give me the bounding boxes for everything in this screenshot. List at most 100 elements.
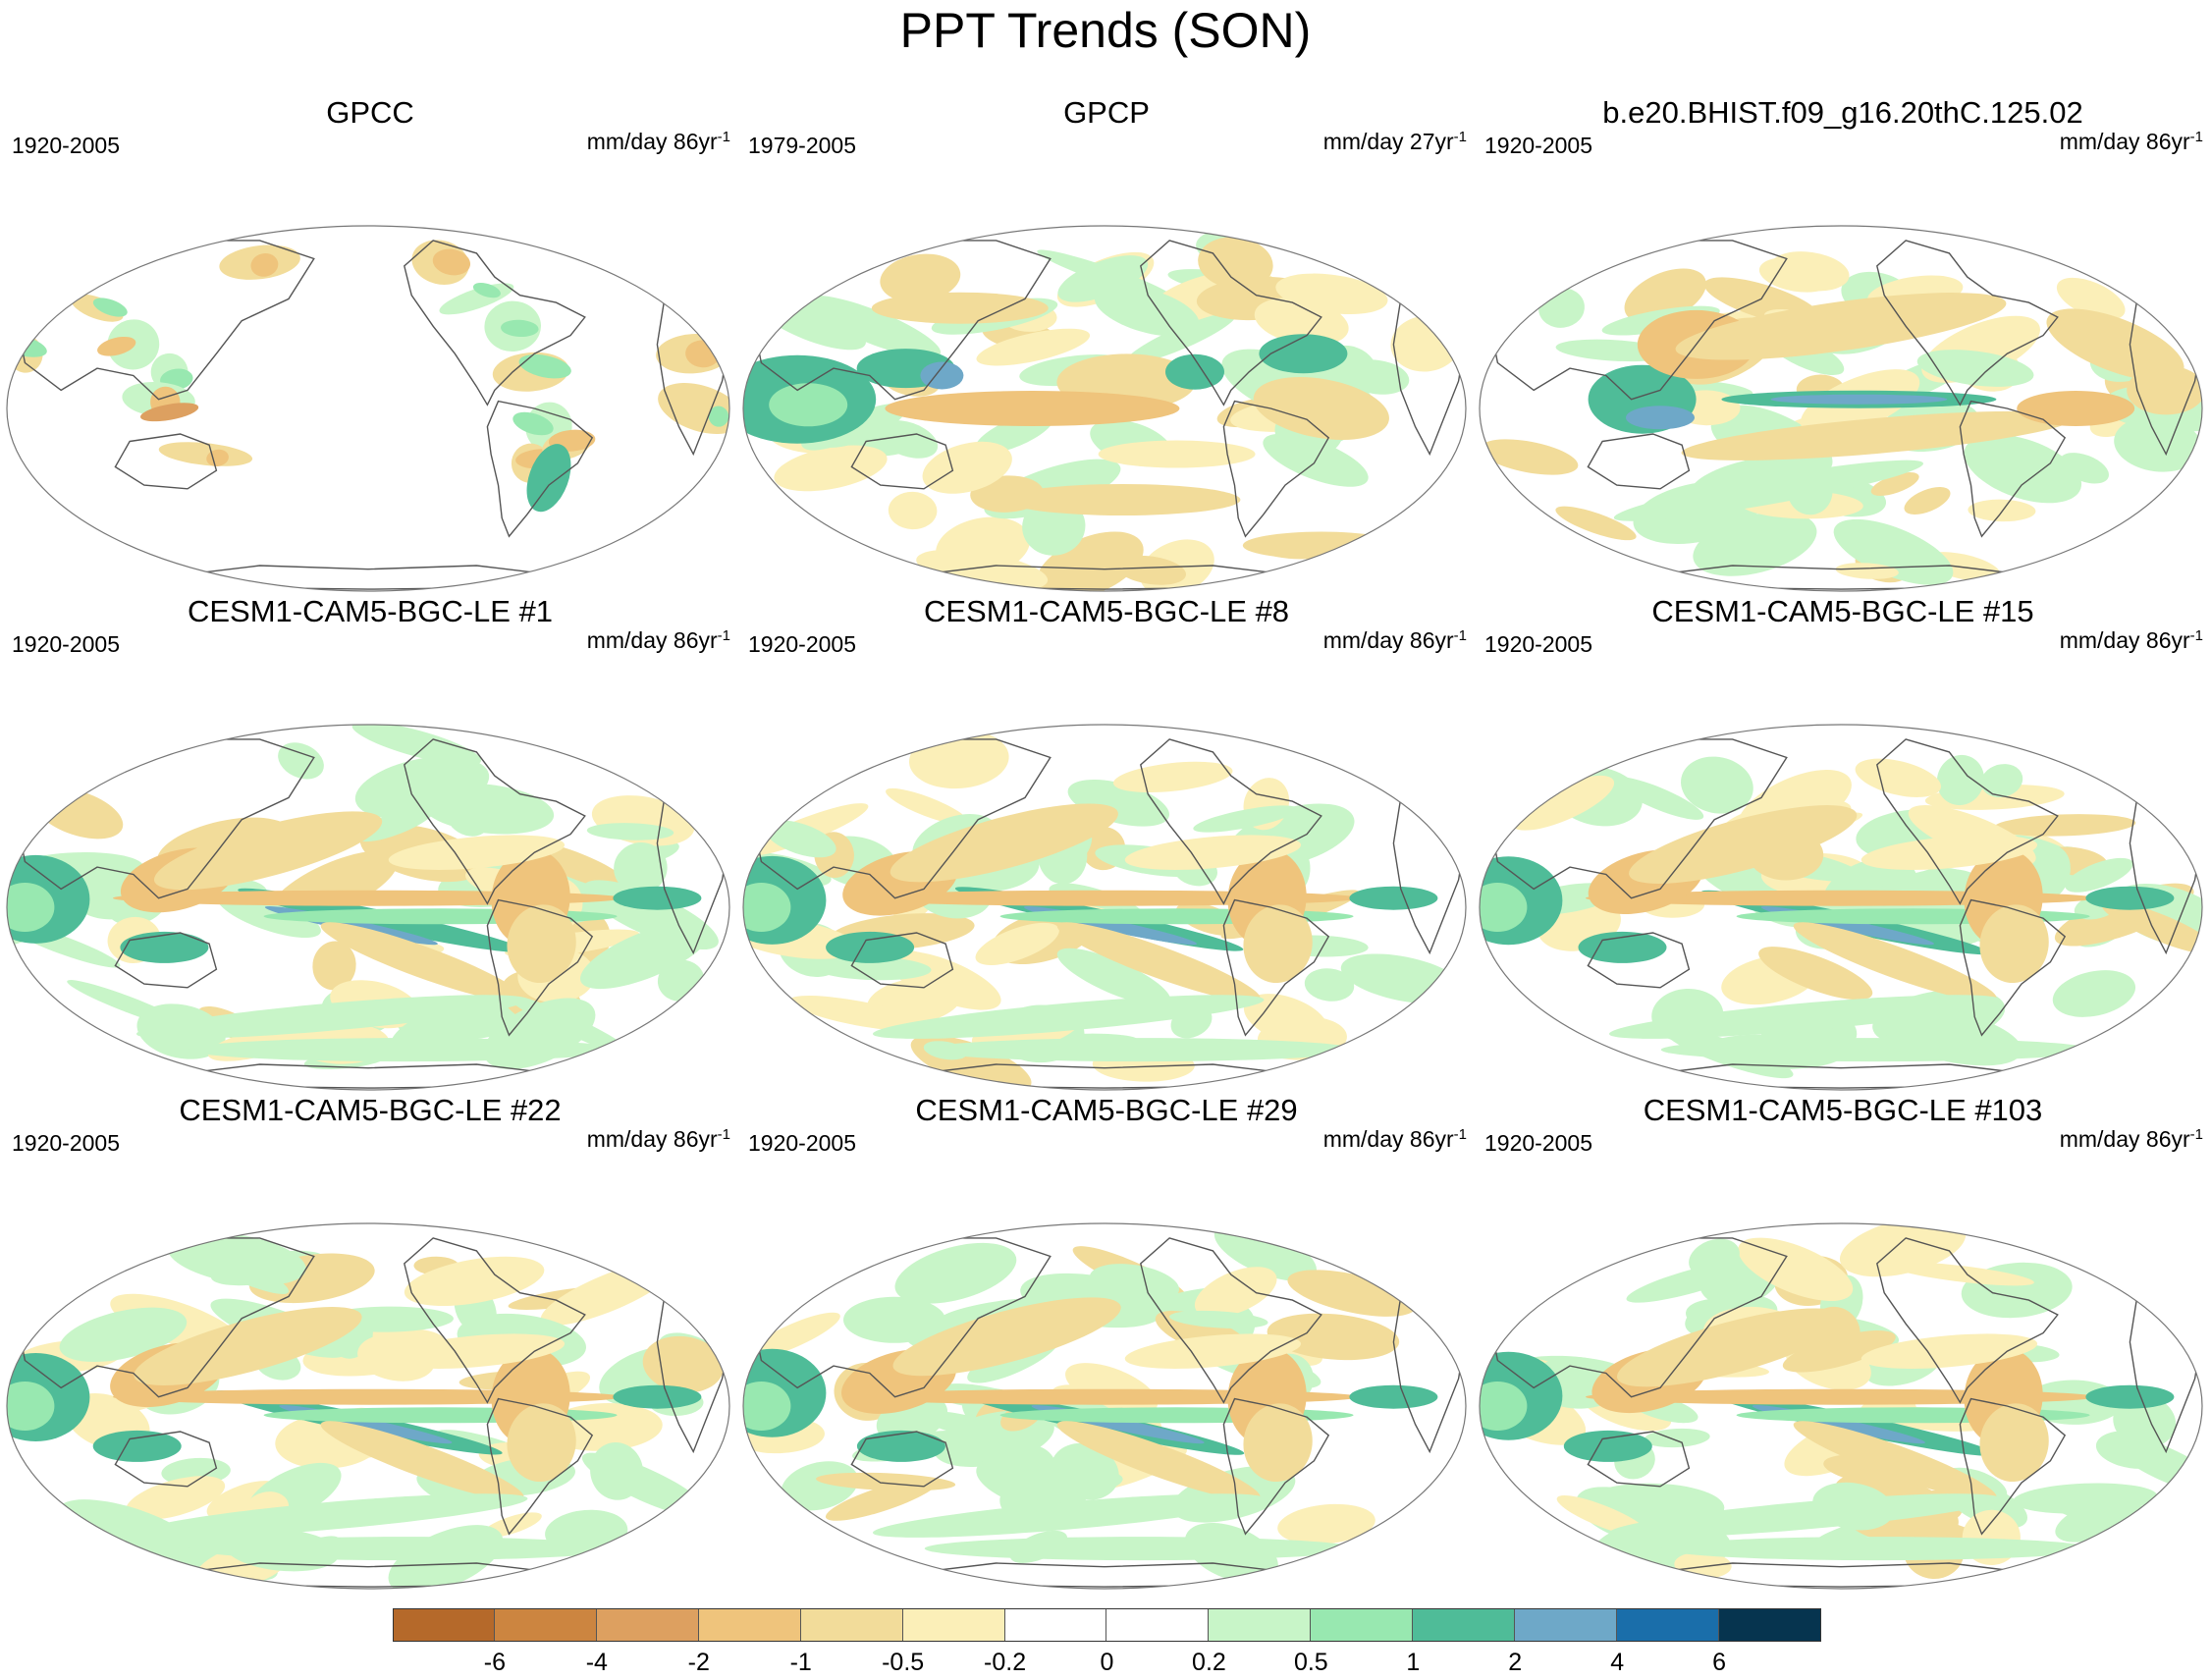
trend-contour <box>2013 1483 2158 1514</box>
trend-contour <box>1793 1421 1997 1501</box>
trend-contour <box>512 411 554 436</box>
trend-contour <box>507 1403 576 1483</box>
map-canvas <box>6 1222 730 1590</box>
trend-contour <box>1936 754 1984 806</box>
colorbar-label: 2 <box>1508 1649 1523 1676</box>
trend-contour <box>1660 1537 2093 1561</box>
trend-contour <box>1860 835 2038 870</box>
trend-field <box>1480 738 2202 1089</box>
coastline-south-america <box>1959 1397 2067 1536</box>
trend-contour <box>1213 1223 1317 1281</box>
panel-units: mm/day 27yr-1 <box>1322 129 1467 154</box>
trend-contour <box>892 1297 1121 1377</box>
trend-contour <box>501 319 539 338</box>
panel-period: 1920-2005 <box>1484 1130 1592 1156</box>
trend-contour <box>432 248 471 276</box>
trend-contour <box>1738 1237 1854 1302</box>
colorbar-box <box>1515 1608 1618 1642</box>
trend-contour <box>788 996 928 1031</box>
trend-contour <box>250 253 279 277</box>
trend-contour <box>1689 1238 1740 1277</box>
colorbar-box <box>1106 1608 1210 1642</box>
trend-contour <box>1243 904 1313 984</box>
map-panel-gpcc: GPCC 1920-2005 mm/day 86yr-1 <box>2 94 738 595</box>
trend-contour <box>1267 1313 1400 1361</box>
trend-contour <box>922 441 1012 494</box>
trend-contour <box>153 811 383 891</box>
map-panel-le29: CESM1-CAM5-BGC-LE #29 1920-2005 mm/day 8… <box>738 1092 1475 1593</box>
trend-contour <box>507 904 576 984</box>
colorbar-box <box>902 1608 1005 1642</box>
trend-contour <box>1169 1310 1268 1328</box>
trend-contour <box>1057 255 1149 302</box>
trend-contour <box>1855 758 1941 797</box>
trend-contour <box>1287 1270 1417 1317</box>
trend-contour <box>888 491 938 530</box>
trend-contour <box>1243 1403 1313 1483</box>
trend-contour <box>826 931 915 963</box>
trend-contour <box>135 995 528 1039</box>
trend-contour <box>1056 948 1171 1006</box>
colorbar-label: 4 <box>1610 1649 1625 1676</box>
trend-contour <box>1056 1421 1261 1501</box>
trend-contour <box>92 1430 182 1462</box>
globe-background <box>7 226 729 591</box>
map-canvas <box>1479 1222 2203 1590</box>
trend-contour <box>1835 563 1899 579</box>
coastline-australia <box>114 1431 218 1488</box>
trend-contour <box>526 444 571 513</box>
trend-contour <box>120 931 209 963</box>
trend-contour <box>890 803 1118 883</box>
panel-units: mm/day 86yr-1 <box>2059 627 2203 653</box>
trend-contour <box>420 783 555 835</box>
trend-contour <box>871 292 1049 324</box>
coastline-south-america <box>486 400 594 538</box>
trend-contour <box>586 823 674 840</box>
trend-contour <box>2101 900 2202 955</box>
trend-contour <box>7 1382 55 1431</box>
coastline-south-america <box>486 898 594 1037</box>
trend-contour <box>1124 835 1302 870</box>
trend-contour <box>2056 277 2126 320</box>
trend-contour <box>872 995 1265 1039</box>
colorbar: -6 -4 -2 -1 -0.5 -0.2 0 0.2 0.5 1 2 4 6 <box>393 1608 1821 1680</box>
colorbar-frame <box>393 1608 1821 1642</box>
coastline-north-america <box>1140 738 1322 905</box>
trend-contour <box>518 354 571 379</box>
colorbar-label: 0 <box>1100 1649 1114 1676</box>
colorbar-label: -0.5 <box>882 1649 925 1676</box>
trend-contour <box>1979 904 2049 984</box>
globe-border <box>1479 225 2203 592</box>
trend-contour <box>872 1493 1265 1538</box>
trend-contour <box>312 941 356 991</box>
trend-contour <box>1644 1428 1710 1448</box>
colorbar-box <box>800 1608 903 1642</box>
trend-contour <box>134 1307 362 1385</box>
colorbar-box <box>1719 1608 1821 1642</box>
trend-contour <box>1480 883 1528 932</box>
trend-contour <box>1275 273 1388 315</box>
trend-contour <box>614 842 668 894</box>
trend-contour <box>1259 334 1348 374</box>
trend-contour <box>1612 777 1704 820</box>
trend-contour <box>158 442 253 466</box>
trend-contour <box>1979 1403 2049 1483</box>
trend-field <box>7 240 729 590</box>
map-canvas <box>742 724 1467 1091</box>
colorbar-label: -6 <box>483 1649 507 1676</box>
trend-contour <box>1349 886 1438 910</box>
panel-period: 1920-2005 <box>748 631 856 657</box>
coastline-south-america <box>1222 1397 1330 1536</box>
trend-contour <box>1793 922 1997 1003</box>
map-canvas <box>742 1222 1467 1590</box>
trend-contour <box>975 922 1059 965</box>
colorbar-box <box>393 1608 495 1642</box>
trend-contour <box>1629 805 1858 884</box>
panel-period: 1920-2005 <box>1484 133 1592 158</box>
trend-contour <box>924 1537 1357 1561</box>
coastline-australia <box>114 932 218 989</box>
trend-contour <box>877 420 939 459</box>
trend-field <box>1480 240 2202 590</box>
trend-contour <box>2095 1431 2169 1469</box>
trend-contour <box>388 1333 566 1369</box>
